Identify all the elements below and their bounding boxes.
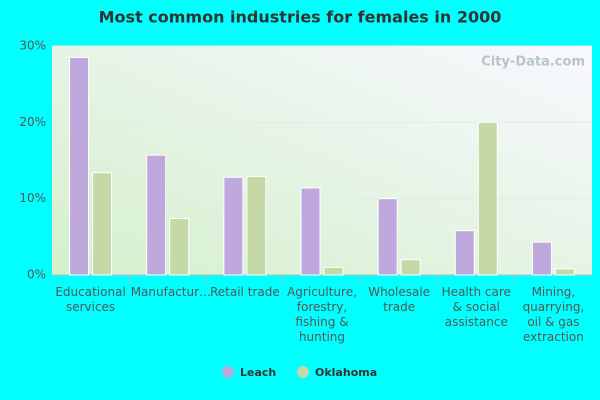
bar (477, 121, 498, 276)
bar (323, 266, 344, 276)
bar (554, 268, 575, 276)
bar (400, 259, 421, 276)
x-tick-label: Educational services (55, 285, 126, 314)
plot-area (52, 46, 592, 275)
legend-label: Leach (240, 366, 276, 379)
bar (169, 218, 190, 276)
bar (69, 56, 90, 276)
y-tick-label: 10% (19, 191, 46, 205)
bar (246, 176, 267, 276)
x-tick-label: Wholesale trade (368, 285, 431, 314)
legend-swatch (222, 366, 234, 378)
bar (92, 172, 113, 276)
x-tick-label: Retail trade (209, 285, 280, 299)
legend-swatch (297, 366, 309, 378)
bar (377, 198, 398, 276)
y-tick-label: 30% (19, 39, 46, 53)
chart-title: Most common industries for females in 20… (99, 8, 502, 27)
x-tick-label: Mining, quarrying, oil & gas extraction (522, 285, 585, 344)
x-tick-label: Manufactur… (130, 285, 212, 299)
legend-label: Oklahoma (315, 366, 377, 379)
bar (223, 176, 244, 276)
bar (454, 230, 475, 276)
bar (146, 154, 167, 276)
x-tick-label: Agriculture, forestry, fishing & hunting (287, 285, 357, 344)
watermark: City-Data.com (481, 55, 585, 70)
bar (300, 187, 321, 276)
y-tick-label: 0% (27, 268, 46, 282)
bar (531, 241, 552, 276)
y-tick-label: 20% (19, 115, 46, 129)
x-tick-label: Health care & social assistance (441, 285, 511, 329)
